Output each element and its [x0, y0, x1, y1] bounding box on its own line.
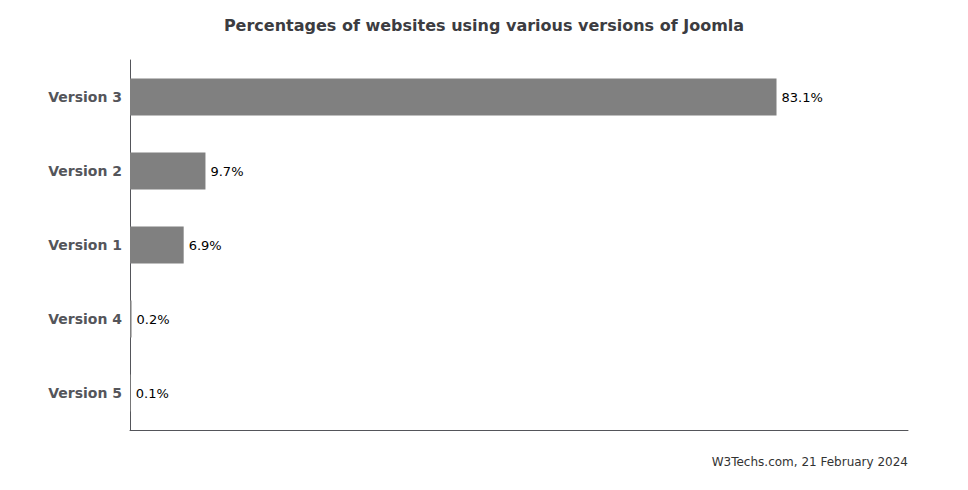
svg-text:W3Techs.com, 21 February 2024: W3Techs.com, 21 February 2024: [712, 455, 908, 469]
svg-text:Version 2: Version 2: [48, 163, 122, 179]
svg-text:83.1%: 83.1%: [782, 90, 823, 105]
svg-text:Version 4: Version 4: [48, 311, 122, 327]
svg-text:6.9%: 6.9%: [189, 238, 222, 253]
svg-text:Version 5: Version 5: [48, 385, 122, 401]
svg-text:Version 1: Version 1: [48, 237, 122, 253]
svg-text:9.7%: 9.7%: [210, 164, 243, 179]
svg-text:0.1%: 0.1%: [136, 386, 169, 401]
svg-text:Version 3: Version 3: [48, 89, 122, 105]
svg-text:0.2%: 0.2%: [137, 312, 170, 327]
svg-text:Percentages of websites using: Percentages of websites using various ve…: [224, 16, 744, 35]
